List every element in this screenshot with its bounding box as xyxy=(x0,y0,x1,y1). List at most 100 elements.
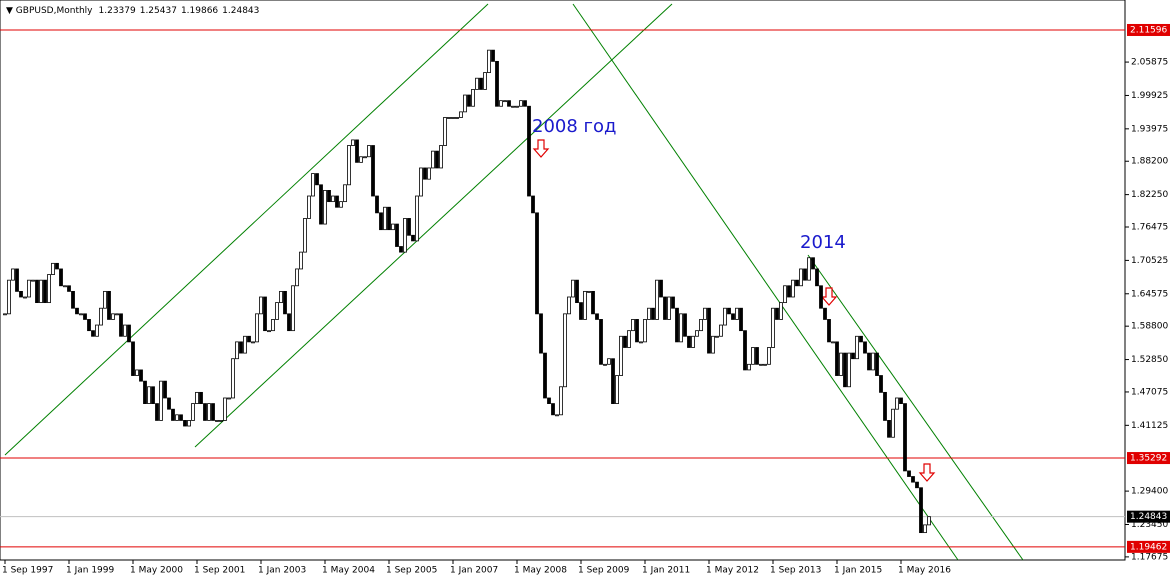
candle-body xyxy=(171,408,175,421)
candle-body xyxy=(315,173,319,186)
candle-body xyxy=(607,358,611,365)
annotation: 2014 xyxy=(800,232,846,253)
candle-body xyxy=(127,324,131,343)
candle-body xyxy=(3,313,7,316)
y-tick-label: 1.93975 xyxy=(1131,124,1168,134)
candle-body xyxy=(47,274,51,304)
candle-body xyxy=(207,403,211,421)
candle-body xyxy=(719,324,723,337)
candle-body xyxy=(503,100,507,103)
candle-body xyxy=(415,195,419,242)
candle-body xyxy=(43,279,47,304)
y-tick-label: 1.47075 xyxy=(1131,387,1168,397)
candle-body xyxy=(883,391,887,421)
candle-body xyxy=(167,397,171,410)
header-close: 1.24843 xyxy=(222,6,259,16)
y-tick-label: 1.64575 xyxy=(1131,289,1168,299)
candle-body xyxy=(371,145,375,197)
candle-body xyxy=(707,307,711,354)
candle-body xyxy=(483,72,487,90)
level-label: 2.11596 xyxy=(1130,25,1167,35)
candle-body xyxy=(531,195,535,214)
candle-body xyxy=(255,313,259,343)
header-high: 1.25437 xyxy=(140,6,177,16)
candle-body xyxy=(491,49,495,62)
candle-body xyxy=(927,516,931,526)
candle-body xyxy=(275,302,279,320)
candle-body xyxy=(215,420,219,422)
candle-body xyxy=(403,218,407,253)
candle-body xyxy=(355,139,359,163)
candle-body xyxy=(39,279,43,304)
y-tick-label: 1.23450 xyxy=(1131,520,1168,530)
candle-body xyxy=(347,145,351,186)
candle-body xyxy=(919,487,923,534)
level-label-bg xyxy=(1127,540,1170,553)
candle-body xyxy=(319,184,323,225)
candle-body xyxy=(731,313,735,320)
candle-body xyxy=(239,341,243,354)
candle-body xyxy=(407,218,411,236)
candle-body xyxy=(75,307,79,315)
candle-body xyxy=(907,470,911,477)
candle-body xyxy=(175,414,179,421)
candle-body xyxy=(803,268,807,281)
candle-body xyxy=(15,268,19,292)
x-tick-label: 1 Jan 2011 xyxy=(642,566,690,576)
candle-body xyxy=(543,352,547,399)
candle-body xyxy=(571,279,575,298)
candle-body xyxy=(471,89,475,107)
candle-body xyxy=(99,307,103,326)
candle-body xyxy=(79,313,83,316)
candle-body xyxy=(659,279,663,298)
candle-body xyxy=(299,251,303,270)
candle-body xyxy=(627,330,631,348)
level-label-bg xyxy=(1127,452,1170,465)
candle-body xyxy=(383,206,387,231)
candle-body xyxy=(335,195,339,208)
candle-body xyxy=(815,268,819,287)
x-tick-label: 1 Jan 2007 xyxy=(450,566,498,576)
candle-body xyxy=(411,234,415,242)
x-tick-label: 1 Sep 2009 xyxy=(578,566,630,576)
candle-body xyxy=(843,352,847,388)
candle-body xyxy=(131,341,135,376)
candle-body xyxy=(459,111,463,118)
candle-body xyxy=(775,307,779,320)
y-tick-label: 1.17675 xyxy=(1131,552,1168,562)
candle-body xyxy=(895,397,899,410)
y-tick-label: 1.52850 xyxy=(1131,355,1168,365)
candle-body xyxy=(31,279,35,282)
candle-body xyxy=(103,290,107,309)
candle-body xyxy=(351,139,355,146)
candle-body xyxy=(223,397,227,421)
candle-body xyxy=(567,296,571,315)
candle-body xyxy=(443,117,447,146)
candle-body xyxy=(303,218,307,253)
candle-body xyxy=(231,358,235,399)
candle-body xyxy=(219,420,223,422)
candle-body xyxy=(63,285,67,288)
candle-body xyxy=(95,324,99,337)
candle-body xyxy=(691,335,695,348)
candle-body xyxy=(783,285,787,304)
candle-body xyxy=(827,319,831,343)
candle-body xyxy=(155,403,159,421)
candle-body xyxy=(523,100,527,107)
candle-body xyxy=(747,363,751,371)
candle-body xyxy=(739,307,743,332)
candle-body xyxy=(427,167,431,180)
candle-body xyxy=(579,302,583,320)
candle-body xyxy=(859,335,863,343)
candle-body xyxy=(263,296,267,332)
x-tick-label: 1 May 2016 xyxy=(898,566,951,576)
candle-body xyxy=(879,375,883,393)
candle-body xyxy=(703,307,707,320)
candle-body xyxy=(727,307,731,315)
candle-body xyxy=(7,279,11,315)
candle-body xyxy=(19,290,23,298)
x-tick-label: 1 Sep 1997 xyxy=(2,566,53,576)
candle-body xyxy=(499,100,503,107)
candle-body xyxy=(699,319,703,332)
